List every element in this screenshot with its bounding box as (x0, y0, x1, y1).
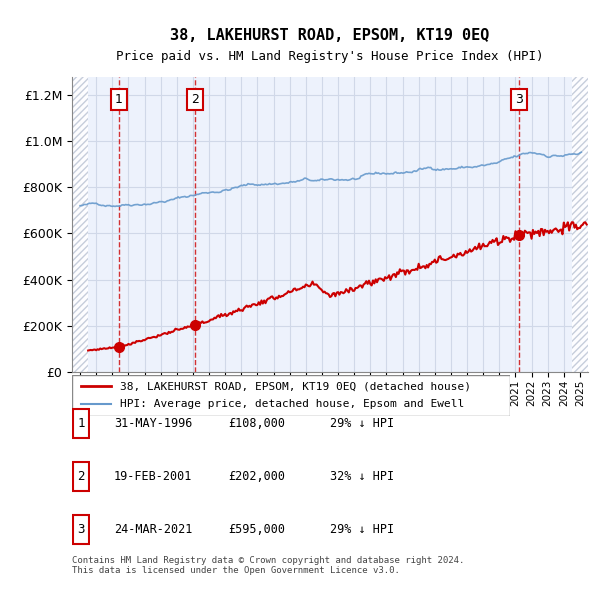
Bar (88, 77, 572, 372)
Text: £595,000: £595,000 (228, 523, 285, 536)
Bar (572, 77, 588, 372)
Text: 3: 3 (77, 523, 85, 536)
Text: 1: 1 (77, 417, 85, 430)
Text: HPI: Average price, detached house, Epsom and Ewell: HPI: Average price, detached house, Epso… (120, 399, 464, 409)
Text: 38, LAKEHURST ROAD, EPSOM, KT19 0EQ: 38, LAKEHURST ROAD, EPSOM, KT19 0EQ (170, 28, 490, 43)
Text: Contains HM Land Registry data © Crown copyright and database right 2024.
This d: Contains HM Land Registry data © Crown c… (72, 556, 464, 575)
Text: 31-MAY-1996: 31-MAY-1996 (114, 417, 193, 430)
Text: 3: 3 (515, 93, 523, 106)
FancyBboxPatch shape (73, 515, 89, 544)
Text: Price paid vs. HM Land Registry's House Price Index (HPI): Price paid vs. HM Land Registry's House … (116, 50, 544, 63)
Text: 24-MAR-2021: 24-MAR-2021 (114, 523, 193, 536)
Text: £108,000: £108,000 (228, 417, 285, 430)
Text: 19-FEB-2001: 19-FEB-2001 (114, 470, 193, 483)
Text: 2: 2 (77, 470, 85, 483)
FancyBboxPatch shape (72, 375, 510, 416)
Text: 29% ↓ HPI: 29% ↓ HPI (330, 417, 394, 430)
Text: 29% ↓ HPI: 29% ↓ HPI (330, 523, 394, 536)
Text: 32% ↓ HPI: 32% ↓ HPI (330, 470, 394, 483)
FancyBboxPatch shape (73, 462, 89, 491)
Text: 38, LAKEHURST ROAD, EPSOM, KT19 0EQ (detached house): 38, LAKEHURST ROAD, EPSOM, KT19 0EQ (det… (120, 381, 471, 391)
Bar (72, 77, 88, 372)
Text: 1: 1 (115, 93, 123, 106)
Text: 2: 2 (191, 93, 199, 106)
FancyBboxPatch shape (73, 409, 89, 438)
Text: £202,000: £202,000 (228, 470, 285, 483)
